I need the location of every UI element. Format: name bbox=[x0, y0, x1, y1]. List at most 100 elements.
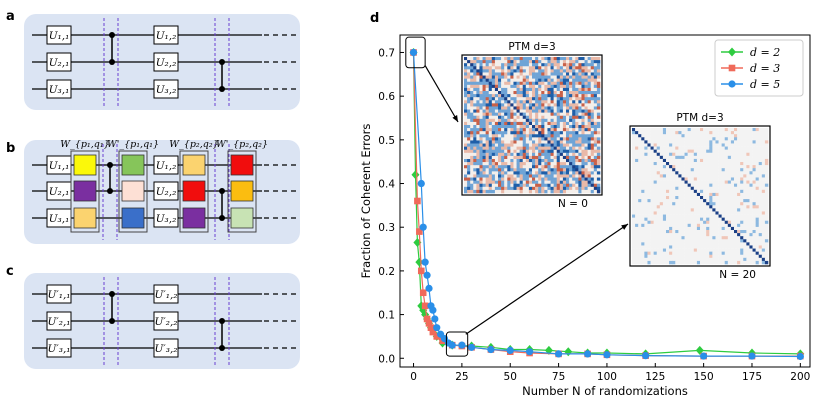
inset-cell bbox=[690, 208, 695, 212]
inset-cell bbox=[525, 106, 530, 110]
inset-cell bbox=[519, 134, 524, 138]
inset-cell bbox=[641, 242, 645, 246]
inset-cell bbox=[662, 214, 667, 218]
inset-cell bbox=[684, 180, 688, 184]
inset-cell bbox=[516, 115, 520, 120]
inset-cell bbox=[718, 168, 722, 172]
inset-cell bbox=[519, 69, 524, 73]
inset-cell bbox=[550, 84, 554, 89]
inset-cell bbox=[479, 106, 483, 110]
inset-cell bbox=[644, 174, 648, 178]
inset-cell bbox=[541, 69, 545, 73]
inset-cell bbox=[721, 233, 726, 237]
inset-cell bbox=[730, 143, 735, 147]
inset-cell bbox=[473, 121, 477, 126]
inset-cell bbox=[470, 177, 474, 181]
inset-cell bbox=[644, 245, 648, 249]
inset-cell bbox=[572, 183, 576, 188]
inset-cell bbox=[491, 115, 496, 120]
inset-cell bbox=[593, 180, 598, 185]
inset-cell bbox=[464, 165, 468, 169]
inset-cell bbox=[666, 196, 670, 200]
inset-cell bbox=[550, 177, 554, 181]
gate-box bbox=[46, 79, 72, 99]
inset-cell bbox=[712, 226, 716, 231]
inset-cell bbox=[467, 171, 471, 175]
inset-cell bbox=[553, 165, 558, 169]
inset-cell bbox=[647, 196, 651, 200]
inset-cell bbox=[498, 143, 502, 147]
gate-box bbox=[46, 52, 72, 72]
inset-cell bbox=[488, 72, 493, 76]
inset-cell bbox=[482, 125, 486, 129]
inset-cell bbox=[743, 131, 747, 135]
inset-cell bbox=[644, 137, 648, 141]
inset-cell bbox=[700, 177, 704, 181]
inset-cell bbox=[761, 177, 766, 181]
inset-cell bbox=[550, 115, 554, 120]
inset-cell bbox=[535, 112, 539, 117]
inset-cell bbox=[491, 57, 496, 61]
inset-cell bbox=[504, 109, 508, 113]
inset-cell bbox=[566, 84, 570, 89]
inset-cell bbox=[700, 251, 704, 256]
inset-cell bbox=[740, 196, 744, 200]
inset-cell bbox=[734, 214, 738, 218]
inset-cell bbox=[535, 115, 539, 120]
inset-cell bbox=[485, 137, 490, 141]
inset-cell bbox=[485, 149, 490, 154]
inset-cell bbox=[596, 131, 601, 135]
inset-cell bbox=[491, 146, 496, 151]
inset-cell bbox=[724, 183, 729, 188]
inset-cell bbox=[532, 66, 536, 70]
inset-cell bbox=[703, 248, 707, 252]
inset-cell bbox=[764, 143, 769, 147]
inset-cell bbox=[709, 214, 713, 218]
data-point bbox=[419, 223, 427, 231]
inset-cell bbox=[479, 134, 483, 138]
inset-cell bbox=[504, 159, 508, 163]
inset-cell bbox=[467, 121, 471, 126]
inset-cell bbox=[590, 140, 595, 144]
inset-cell bbox=[758, 208, 763, 212]
inset-cell bbox=[635, 174, 639, 178]
inset-cell bbox=[737, 180, 741, 184]
inset-cell bbox=[535, 165, 539, 169]
inset-cell bbox=[743, 192, 747, 197]
inset-cell bbox=[734, 251, 738, 256]
inset-cell bbox=[761, 149, 766, 154]
inset-cell bbox=[638, 165, 642, 169]
inset-cell bbox=[653, 236, 658, 240]
inset-cell bbox=[464, 115, 468, 120]
inset-cell bbox=[482, 146, 486, 151]
inset-cell bbox=[684, 254, 688, 259]
inset-cell bbox=[538, 125, 542, 129]
inset-cell bbox=[718, 128, 722, 132]
panel-label-c: c bbox=[6, 264, 14, 279]
inset-cell bbox=[535, 94, 539, 98]
inset-cell bbox=[706, 152, 710, 157]
inset-cell bbox=[724, 257, 729, 262]
inset-cell bbox=[758, 226, 763, 231]
inset-cell bbox=[681, 254, 685, 259]
inset-cell bbox=[590, 143, 595, 147]
inset-cell bbox=[706, 214, 710, 218]
inset-cell bbox=[764, 196, 769, 200]
inset-cell bbox=[706, 245, 710, 249]
inset-cell bbox=[559, 186, 564, 191]
inset-cell bbox=[703, 196, 707, 200]
inset-cell bbox=[727, 137, 732, 141]
circuit-panel-b: U₁,₁U₂,₁U₃,₁U₁,₂U₂,₂U₃,₂W_{p₁,q₁}W'_{p₁,… bbox=[24, 139, 300, 244]
inset-cell bbox=[746, 177, 750, 181]
inset-cell bbox=[485, 143, 490, 147]
inset-cell bbox=[501, 118, 505, 123]
inset-cell bbox=[513, 106, 517, 110]
inset-cell bbox=[709, 128, 713, 132]
inset-cell bbox=[494, 94, 499, 98]
inset-cell bbox=[700, 158, 704, 163]
inset-cell bbox=[675, 220, 679, 225]
inset-cell bbox=[590, 128, 595, 132]
inset-cell bbox=[498, 137, 502, 141]
inset-cell bbox=[525, 103, 530, 107]
inset-cell bbox=[662, 146, 667, 150]
